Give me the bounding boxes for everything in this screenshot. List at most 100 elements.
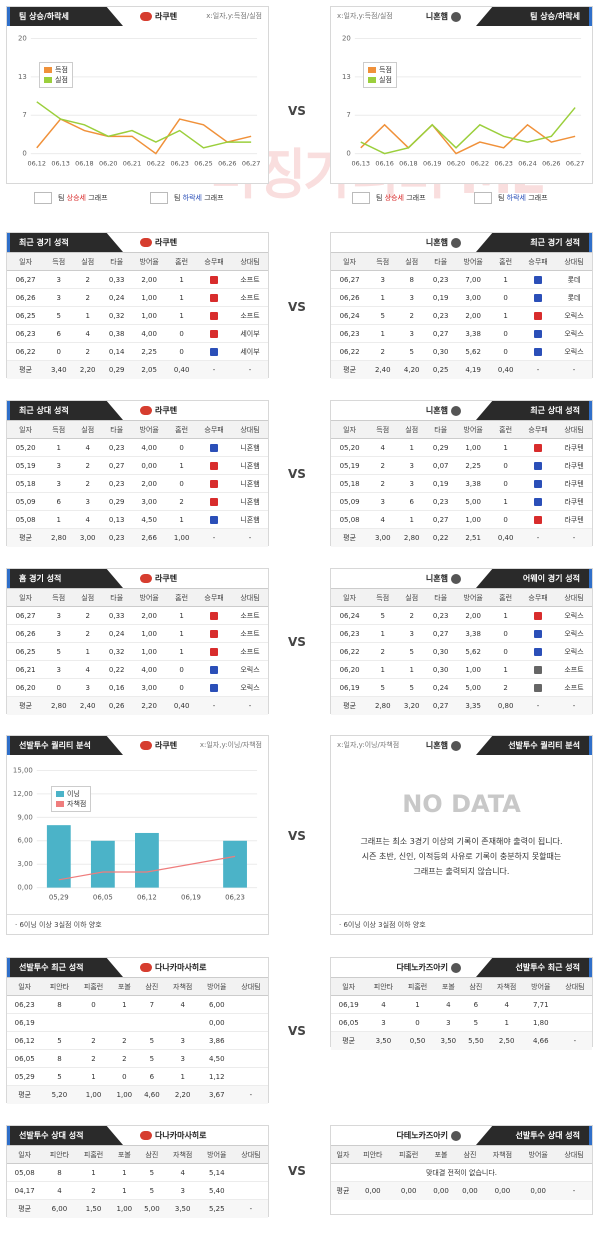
table-cell: 0,29: [426, 438, 456, 457]
team-name: 라쿠텐: [137, 7, 177, 26]
table-cell: 3,86: [199, 1031, 234, 1050]
column-header: 자책점: [489, 977, 524, 996]
rising-trend-button[interactable]: 팀 상승세 그래프: [34, 191, 108, 205]
table-cell: 니혼햄: [232, 438, 268, 457]
table-cell: 8: [42, 995, 77, 1014]
table-cell: 06,24: [331, 606, 369, 625]
table-cell: 4: [368, 438, 398, 457]
table-cell: [557, 1013, 592, 1032]
vs-label: VS: [288, 1164, 306, 1178]
result-badge-icon: [210, 629, 219, 638]
column-header: 삼진: [455, 1145, 485, 1164]
column-header: 홈런: [491, 588, 521, 607]
panel-title: 선발투수 상대 성적: [476, 1126, 592, 1145]
table-cell: 2: [76, 1031, 111, 1050]
x-tick-label: 06,26: [218, 160, 236, 168]
table-cell: 라쿠텐: [556, 510, 592, 529]
team-name: 라쿠텐: [137, 736, 177, 755]
result-badge-icon: [534, 461, 543, 470]
falling-trend-button[interactable]: 팀 하락세 그래프: [474, 191, 548, 205]
average-cell: 3,50: [165, 1199, 200, 1218]
result-badge-icon: [210, 515, 219, 524]
table-cell: 라쿠텐: [556, 492, 592, 511]
table-cell: 5,62: [455, 342, 492, 361]
team-logo-icon: [140, 12, 152, 21]
panel-title: 팀 상승/하락세: [476, 7, 592, 26]
innings-bar: [135, 832, 159, 888]
column-header: 일자: [7, 252, 45, 271]
table-cell: 2: [491, 678, 521, 697]
table-cell: 06,26: [7, 288, 45, 307]
table-cell: 05,08: [331, 510, 369, 529]
average-row: 평균 5,20 1,00 1,00 4,60 2,20 3,67-: [7, 1085, 268, 1104]
table-cell: 05,18: [331, 474, 369, 493]
table-cell: 1: [167, 624, 197, 643]
result-badge-icon: [534, 515, 543, 524]
earned-runs-line: [58, 855, 236, 881]
average-cell: 3,50: [434, 1031, 463, 1050]
table-cell: 4,50: [131, 510, 168, 529]
table-cell: 0: [167, 342, 197, 361]
x-tick-label: 06,22: [147, 160, 165, 168]
table-cell: 1: [73, 642, 103, 661]
table-cell: 3: [44, 606, 74, 625]
result-badge-icon: [534, 443, 543, 452]
team-name: 다나카마사히로: [137, 1126, 207, 1145]
average-cell: 2,50: [489, 1031, 524, 1050]
rising-trend-button[interactable]: 팀 상승세 그래프: [352, 191, 426, 205]
table-cell: 0,32: [102, 306, 132, 325]
table-cell: 3,00: [131, 492, 168, 511]
table-cell: 6: [44, 324, 74, 343]
table-cell: [233, 1049, 268, 1068]
x-tick-label: 06,27: [242, 160, 260, 168]
table-cell: 5,00: [455, 678, 492, 697]
average-cell: 2,40: [368, 360, 398, 379]
average-cell: -: [556, 1181, 592, 1200]
table-row: 05,18 2 3 0,19 3,38 0 라쿠텐: [331, 474, 592, 493]
column-header: 방어율: [455, 588, 492, 607]
average-cell: 2,80: [397, 528, 427, 547]
table-cell: 2: [110, 1031, 139, 1050]
axis-note: x:일자,y:이닝/자책점: [337, 741, 400, 749]
table-cell: 06,19: [331, 995, 367, 1014]
table-cell: 니혼햄: [232, 492, 268, 511]
innings-bar: [90, 840, 115, 888]
table-cell: 3: [397, 456, 427, 475]
average-cell: 3,67: [199, 1085, 234, 1104]
column-header: 승무패: [196, 420, 233, 439]
average-cell: 평균: [7, 696, 45, 715]
x-tick-label: 06,19: [423, 160, 441, 168]
column-header: 일자: [7, 420, 45, 439]
table-row: 06,05 8 2 2 5 3 4,50: [7, 1049, 268, 1068]
table-cell: [76, 1013, 111, 1032]
trend-chart: 20 13 7 006,13 06,16 06,18 06,19 06,20 06,22 06,2…: [342, 34, 584, 168]
table-cell: [110, 1013, 139, 1032]
average-cell: -: [196, 360, 233, 379]
table-cell: 오릭스: [556, 624, 592, 643]
average-cell: 2,51: [455, 528, 492, 547]
average-cell: 0,40: [167, 696, 197, 715]
table-cell: 0,24: [426, 678, 456, 697]
average-cell: -: [520, 360, 557, 379]
y-tick-label: 3,00: [17, 860, 32, 868]
table-cell: 0: [491, 456, 521, 475]
table-cell: 5: [368, 606, 398, 625]
table-cell: 0,19: [426, 288, 456, 307]
average-cell: -: [232, 528, 268, 547]
average-cell: 0,50: [400, 1031, 435, 1050]
table-cell: 1: [167, 288, 197, 307]
falling-trend-button[interactable]: 팀 하락세 그래프: [150, 191, 224, 205]
table-cell: 1: [167, 606, 197, 625]
column-header: 승무패: [196, 588, 233, 607]
table-cell: 0,24: [102, 288, 132, 307]
average-cell: 4,20: [397, 360, 427, 379]
vs-label: VS: [288, 300, 306, 314]
table-cell: 2: [73, 270, 103, 289]
column-header: 피홈런: [76, 977, 111, 996]
table-cell: [233, 1013, 268, 1032]
average-cell: 4,19: [455, 360, 492, 379]
y-tick-label: 0,00: [17, 884, 32, 892]
pitcher-quality-chart: 15,00 12,00 9,00 6,00 3,00 0,00 05,29 06,05 06,1…: [13, 766, 258, 902]
table-cell: 1: [397, 660, 427, 679]
result-badge-icon: [534, 275, 543, 284]
